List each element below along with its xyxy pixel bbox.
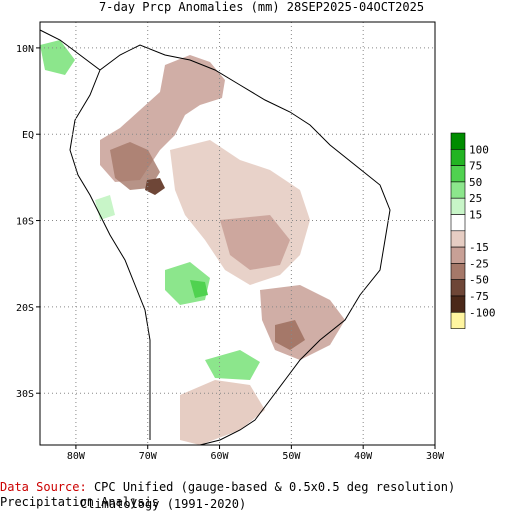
y-tick-label: 10N [16, 44, 34, 55]
legend-swatch [450, 181, 466, 199]
legend-swatch [450, 165, 466, 183]
x-tick-label: 80W [67, 451, 86, 462]
y-tick-label: 20S [16, 303, 34, 314]
legend-swatch [450, 279, 466, 297]
legend-label: 15 [469, 209, 482, 222]
legend-label: 100 [469, 143, 489, 156]
data-source-line: Data Source: CPC Unified (gauge-based & … [0, 480, 523, 510]
legend-label: -75 [469, 290, 489, 303]
legend-swatch [450, 132, 466, 150]
legend-label: -50 [469, 274, 489, 287]
data-source-text: CPC Unified (gauge-based & 0.5x0.5 deg r… [0, 480, 456, 509]
y-tick-label: 10S [16, 217, 34, 228]
legend-swatch [450, 214, 466, 232]
legend-swatch [450, 311, 466, 329]
legend-label: -25 [469, 257, 489, 270]
climatology-text: Climatology (1991-2020) [80, 497, 247, 511]
wet-anomaly-region [190, 280, 208, 298]
legend-label: 50 [469, 176, 482, 189]
dry-anomaly-region [260, 285, 345, 360]
x-tick-label: 60W [211, 451, 230, 462]
legend-swatch [450, 246, 466, 264]
x-tick-label: 40W [354, 451, 373, 462]
dry-anomaly-region [180, 380, 265, 445]
wet-anomaly-region [40, 40, 75, 75]
dry-anomaly-region [145, 178, 165, 195]
longitude-axis: 80W 70W 60W 50W 40W 30W [67, 445, 445, 462]
anomaly-shading [40, 40, 345, 445]
dry-anomaly-region [220, 215, 290, 270]
legend-label: -15 [469, 241, 489, 254]
legend-swatch [450, 149, 466, 166]
latitude-axis: 10N EQ 10S 20S 30S [16, 44, 40, 400]
x-tick-label: 30W [426, 451, 445, 462]
y-tick-label: EQ [22, 130, 34, 141]
legend-swatch [450, 230, 466, 248]
legend-label: 25 [469, 192, 482, 205]
x-tick-label: 70W [139, 451, 158, 462]
map-title: 7-day Prcp Anomalies (mm) 28SEP2025-04OC… [98, 0, 425, 14]
dry-anomaly-region [275, 320, 305, 350]
legend-swatch [450, 197, 466, 215]
y-tick-label: 30S [16, 389, 34, 400]
legend-label: 75 [469, 160, 482, 173]
legend-label: -100 [469, 306, 496, 319]
wet-anomaly-region [205, 350, 260, 380]
map-frame [39, 21, 436, 446]
map-grid [40, 22, 435, 445]
coastline [39, 29, 391, 446]
x-tick-label: 50W [282, 451, 301, 462]
color-legend: 100 75 50 25 15 -15 -25 -50 -75 -100 [450, 132, 496, 329]
legend-swatch [450, 263, 466, 280]
legend-swatch [450, 295, 466, 313]
wet-anomaly-region [95, 195, 115, 220]
data-source-label: Data Source: [0, 480, 87, 494]
